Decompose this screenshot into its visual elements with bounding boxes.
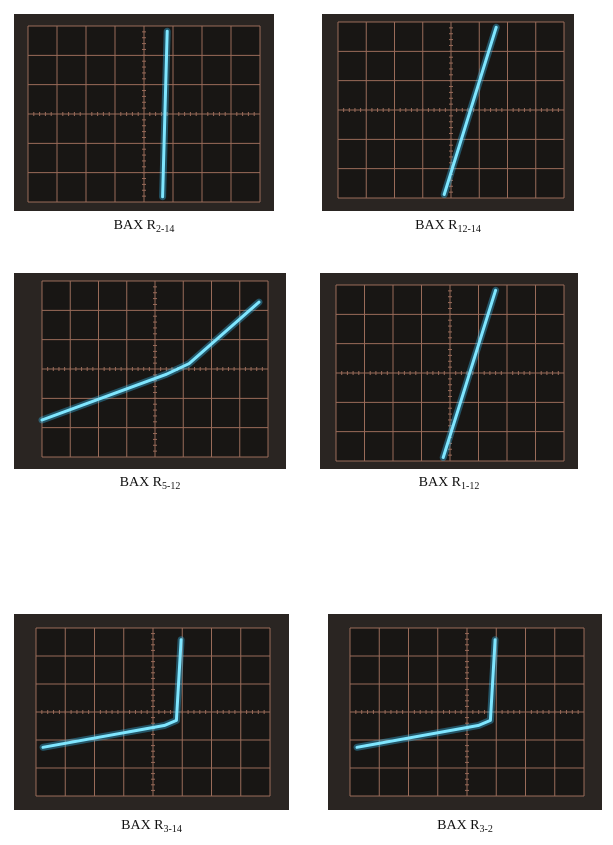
signal-trace (40, 300, 261, 422)
signal-trace (441, 288, 498, 459)
graticule-grid (35, 627, 271, 797)
figure-caption: BAX R2-14 (113, 218, 175, 235)
signal-trace (355, 638, 497, 749)
signal-trace (442, 25, 498, 196)
figure-caption: BAX R3-14 (121, 818, 182, 835)
graticule-grid (349, 627, 585, 797)
graticule-grid (27, 25, 261, 203)
figure-caption: BAX R1-12 (418, 475, 480, 492)
oscilloscope-screen (328, 614, 602, 810)
oscilloscope-screen (322, 14, 574, 211)
signal-trace (41, 638, 183, 749)
figure-caption: BAX R12-14 (415, 218, 481, 235)
oscilloscope-screen (14, 614, 289, 810)
graticule-grid (337, 21, 565, 199)
graticule-grid (41, 280, 269, 458)
figure-caption: BAX R3-2 (437, 818, 493, 835)
figure-caption: BAX R5-12 (119, 475, 181, 492)
oscilloscope-screen (14, 273, 286, 469)
signal-trace (161, 29, 169, 199)
oscilloscope-screen (14, 14, 274, 211)
oscilloscope-screen (320, 273, 578, 469)
